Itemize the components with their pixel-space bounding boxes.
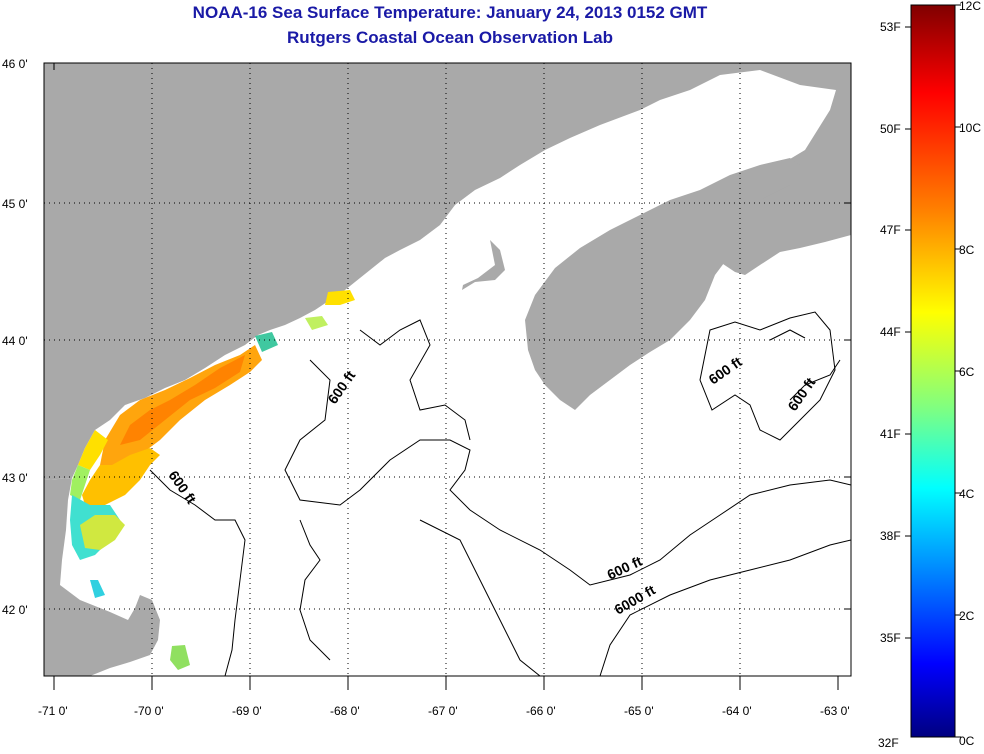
sst-coastal-band xyxy=(70,290,355,670)
lat-label: 46 0' xyxy=(2,57,28,71)
f-label: 35F xyxy=(880,631,901,645)
f-label: 50F xyxy=(880,122,901,136)
lon-ticks xyxy=(53,63,851,690)
colorbar xyxy=(910,4,956,738)
lon-label: -64 0' xyxy=(722,704,752,718)
c-label: 2C xyxy=(959,609,975,623)
lat-label: 42 0' xyxy=(2,603,28,617)
lat-label: 45 0' xyxy=(2,197,28,211)
graticule xyxy=(44,63,851,676)
c-label: 6C xyxy=(959,365,975,379)
colorbar-ticks xyxy=(905,4,961,738)
lat-label: 44 0' xyxy=(2,334,28,348)
map-frame xyxy=(43,62,852,677)
f-label: 38F xyxy=(880,529,901,543)
lon-label: -71 0' xyxy=(38,704,68,718)
lon-label: -70 0' xyxy=(134,704,164,718)
c-label: 4C xyxy=(959,487,975,501)
lat-labels: 46 0' 45 0' 44 0' 43 0' 42 0' xyxy=(2,57,28,617)
map-title: NOAA-16 Sea Surface Temperature: January… xyxy=(192,3,708,22)
lon-label: -63 0' xyxy=(820,704,850,718)
colorbar-c-labels: 12C 10C 8C 6C 4C 2C 0C xyxy=(959,0,981,748)
c-label: 0C xyxy=(959,734,975,748)
land-massachusetts xyxy=(44,478,160,676)
land-island xyxy=(462,240,505,290)
f-label: 41F xyxy=(880,427,901,441)
lon-label: -67 0' xyxy=(428,704,458,718)
lon-label: -69 0' xyxy=(232,704,262,718)
c-label: 10C xyxy=(959,121,981,135)
c-label: 12C xyxy=(959,0,981,13)
lat-label: 43 0' xyxy=(2,471,28,485)
f-label: 53F xyxy=(880,20,901,34)
c-label: 8C xyxy=(959,243,975,257)
land-mainland xyxy=(44,63,851,480)
land-nova-scotia xyxy=(525,158,800,410)
f-label: 47F xyxy=(880,223,901,237)
lon-label: -65 0' xyxy=(624,704,654,718)
depth-contours xyxy=(149,311,851,676)
f-label: 32F xyxy=(878,736,899,750)
lon-label: -66 0' xyxy=(526,704,556,718)
lon-labels: -71 0' -70 0' -69 0' -68 0' -67 0' -66 0… xyxy=(38,704,850,718)
f-label: 44F xyxy=(880,325,901,339)
lon-label: -68 0' xyxy=(330,704,360,718)
colorbar-f-labels: 53F 50F 47F 44F 41F 38F 35F 32F xyxy=(878,20,901,750)
map-subtitle: Rutgers Coastal Ocean Observation Lab xyxy=(287,28,613,47)
